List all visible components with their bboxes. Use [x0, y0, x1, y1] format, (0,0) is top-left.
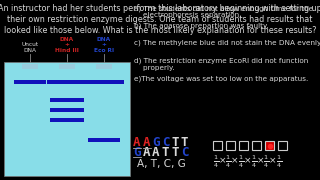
Bar — [47, 80, 87, 84]
Text: A, T, C, G: A, T, C, G — [137, 159, 186, 169]
Text: A: A — [133, 136, 141, 148]
Bar — [59, 64, 75, 69]
Text: Uncut
DNA: Uncut DNA — [21, 42, 39, 53]
Bar — [50, 108, 84, 112]
Bar — [50, 118, 84, 122]
Bar — [265, 141, 274, 150]
Bar — [14, 80, 46, 84]
Text: a) The students did not allow enough time for the
    electrophoresis separation: a) The students did not allow enough tim… — [134, 5, 313, 19]
Bar — [96, 64, 112, 69]
Text: DNA
+
Eco RI: DNA + Eco RI — [94, 37, 114, 53]
Text: $\frac{1}{4}{\times}\frac{1}{4}{\times}\frac{1}{4}{\times}\frac{1}{4}{\times}\fr: $\frac{1}{4}{\times}\frac{1}{4}{\times}\… — [213, 154, 282, 170]
Text: G: G — [152, 136, 160, 148]
Bar — [226, 141, 235, 150]
Text: G: G — [133, 145, 141, 159]
Text: T: T — [171, 136, 179, 148]
Bar — [213, 141, 222, 150]
Text: An instructor had her students perform this laboratory beginning with setting up: An instructor had her students perform t… — [0, 4, 320, 35]
Text: T: T — [171, 145, 179, 159]
Text: b) The agarose prepartion was faulty.: b) The agarose prepartion was faulty. — [134, 22, 268, 29]
Text: C: C — [181, 145, 188, 159]
Text: DNA
+
Hind III: DNA + Hind III — [55, 37, 79, 53]
Text: A: A — [152, 145, 160, 159]
Bar — [22, 64, 38, 69]
Text: d) The restriction enzyme EcoRI did not function
    properly.: d) The restriction enzyme EcoRI did not … — [134, 57, 308, 71]
Bar — [88, 138, 120, 142]
Bar — [239, 141, 248, 150]
Bar — [252, 141, 261, 150]
Text: A: A — [143, 136, 150, 148]
Bar — [4, 62, 130, 176]
Bar — [278, 141, 287, 150]
Bar — [50, 98, 84, 102]
Bar — [84, 80, 124, 84]
Text: e)The voltage was set too low on the apparatus.: e)The voltage was set too low on the app… — [134, 75, 308, 82]
Text: T: T — [181, 136, 188, 148]
Text: A: A — [143, 145, 150, 159]
Text: C: C — [162, 136, 169, 148]
Text: c) The methylene blue did not stain the DNA evenly.: c) The methylene blue did not stain the … — [134, 40, 320, 46]
Text: T: T — [162, 145, 169, 159]
